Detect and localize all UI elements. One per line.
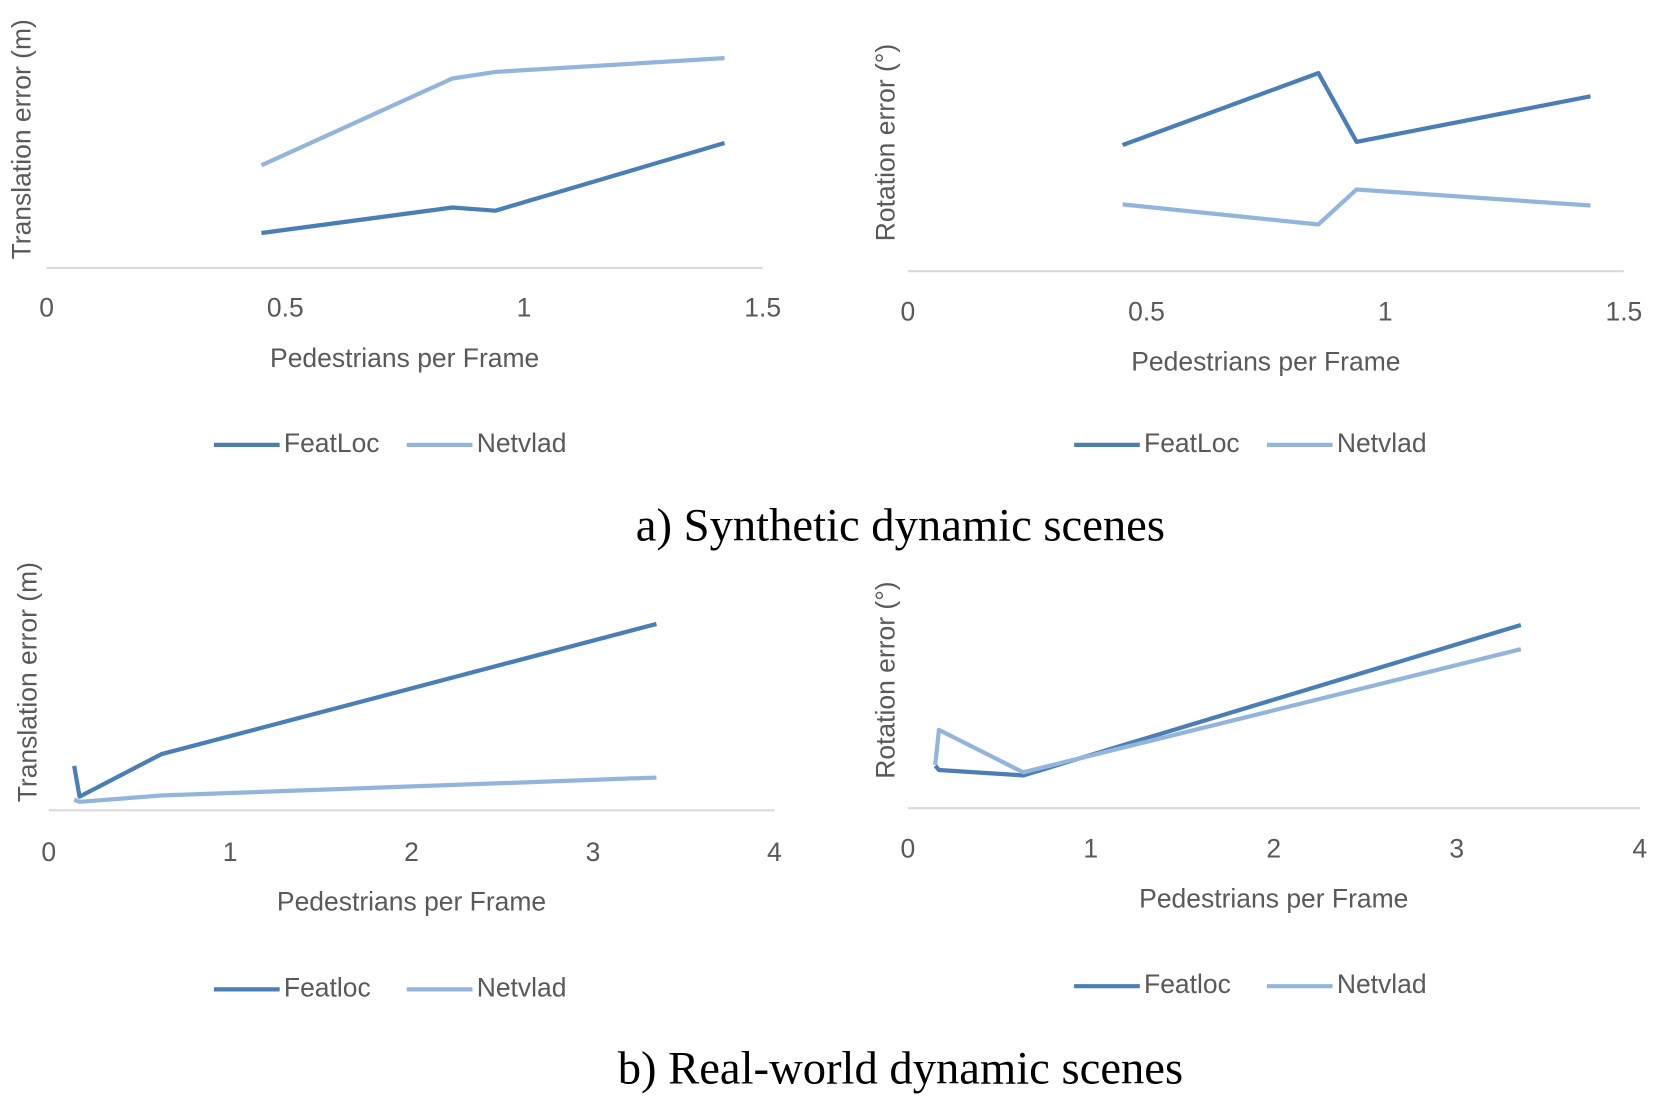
- x-axis-label: Pedestrians per Frame: [1139, 883, 1408, 913]
- series-line: [72, 621, 657, 799]
- legend-label: Featloc: [284, 972, 371, 1002]
- caption: b) Real-world dynamic scenes: [618, 1043, 1183, 1095]
- x-tick-label: 0.5: [267, 292, 304, 322]
- y-axis-label: Translation error (m): [6, 19, 36, 259]
- x-tick-label: 1: [517, 292, 532, 322]
- series-line: [1122, 187, 1591, 227]
- legend-label: Netvlad: [477, 428, 567, 458]
- legend-label: Netvlad: [1337, 969, 1427, 999]
- x-tick-label: 0.5: [1128, 297, 1165, 327]
- x-tick-label: 0: [900, 297, 915, 327]
- y-axis-label: Rotation error (°): [871, 44, 901, 241]
- legend-label: Featloc: [1144, 969, 1231, 999]
- x-tick-label: 1.5: [744, 292, 781, 322]
- series-line: [260, 56, 725, 168]
- x-axis-label: Pedestrians per Frame: [270, 343, 539, 373]
- series-line: [933, 622, 1522, 778]
- legend-label: Netvlad: [477, 972, 567, 1002]
- series-line: [73, 775, 657, 804]
- x-tick-label: 4: [767, 837, 782, 867]
- x-tick-label: 3: [586, 837, 601, 867]
- x-tick-label: 0: [900, 834, 915, 864]
- y-axis-label: Translation error (m): [13, 562, 43, 802]
- x-axis-label: Pedestrians per Frame: [1131, 346, 1400, 376]
- x-tick-label: 0: [39, 292, 54, 322]
- x-tick-label: 1.5: [1605, 297, 1642, 327]
- x-tick-label: 2: [404, 837, 419, 867]
- caption: a) Synthetic dynamic scenes: [636, 499, 1165, 551]
- x-tick-label: 3: [1449, 834, 1464, 864]
- x-tick-label: 2: [1266, 834, 1281, 864]
- x-tick-label: 0: [41, 837, 56, 867]
- x-tick-label: 1: [223, 837, 238, 867]
- x-tick-label: 1: [1378, 297, 1393, 327]
- series-line: [1121, 70, 1591, 148]
- legend-label: Netvlad: [1337, 428, 1427, 458]
- y-axis-label: Rotation error (°): [871, 581, 901, 778]
- legend-label: FeatLoc: [284, 428, 380, 458]
- x-tick-label: 4: [1632, 834, 1647, 864]
- series-line: [933, 647, 1522, 775]
- series-line: [261, 140, 726, 236]
- legend-label: FeatLoc: [1144, 428, 1240, 458]
- x-axis-label: Pedestrians per Frame: [277, 887, 546, 917]
- x-tick-label: 1: [1083, 834, 1098, 864]
